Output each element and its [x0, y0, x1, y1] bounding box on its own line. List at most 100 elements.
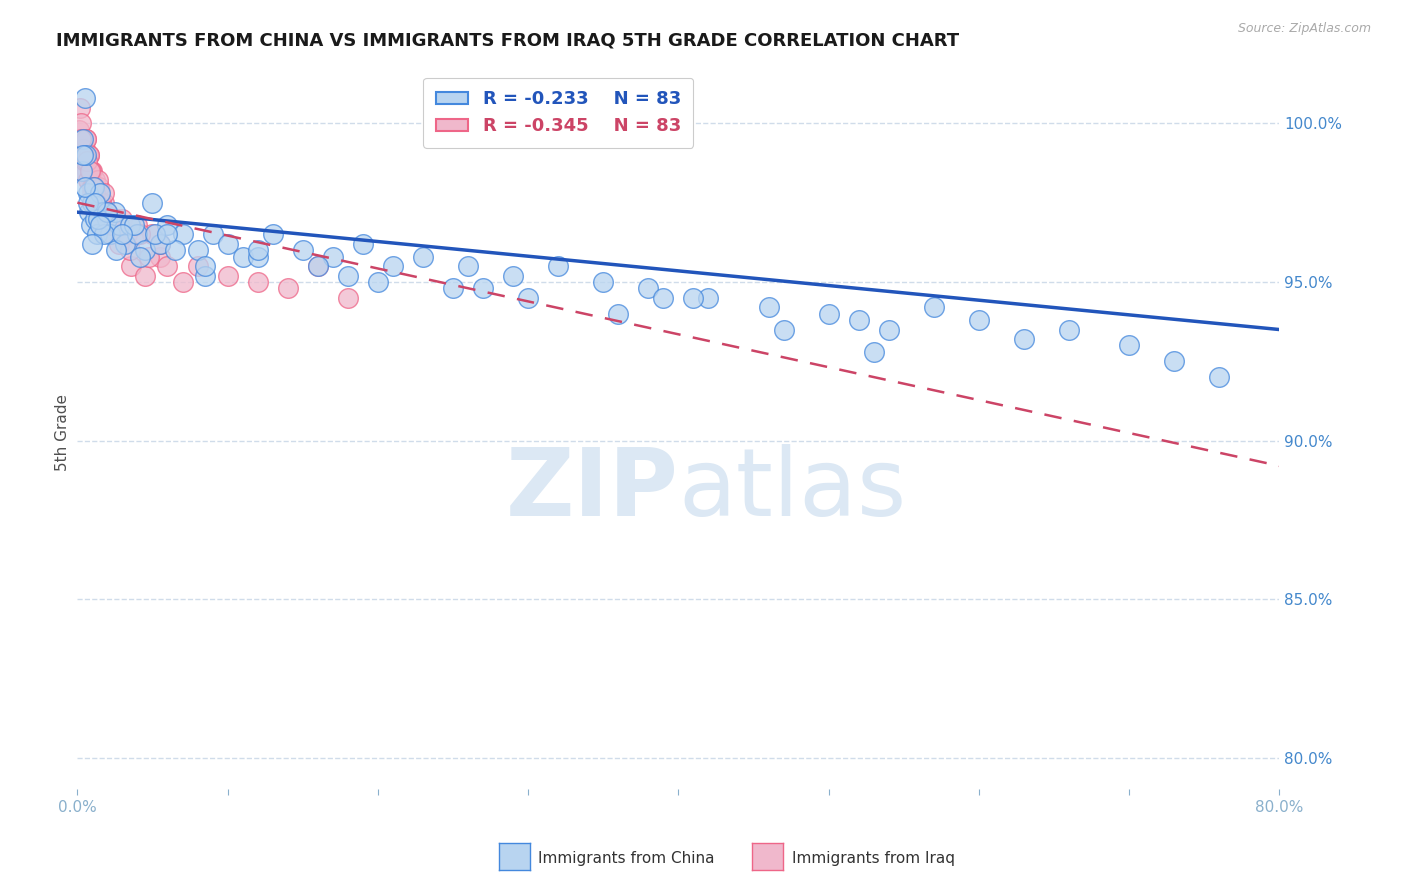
- Point: [82, 179, 104, 194]
- Point: [82, 195, 104, 210]
- Point: [103, 227, 125, 242]
- Point: [84, 211, 107, 226]
- Point: [73, 142, 96, 156]
- Point: [114, 236, 136, 251]
- Point: [111, 227, 134, 242]
- Point: [83, 179, 105, 194]
- Point: [72, 132, 94, 146]
- Point: [246, 275, 269, 289]
- Point: [84, 173, 107, 187]
- Point: [172, 275, 194, 289]
- Point: [124, 218, 146, 232]
- Point: [79, 164, 101, 178]
- Point: [70, 164, 93, 178]
- Point: [472, 281, 495, 295]
- Point: [291, 244, 314, 258]
- Point: [307, 259, 329, 273]
- Point: [307, 259, 329, 273]
- Point: [76, 186, 98, 201]
- Point: [336, 291, 359, 305]
- Point: [848, 313, 870, 327]
- Point: [76, 195, 98, 210]
- Point: [104, 205, 127, 219]
- Point: [90, 195, 112, 210]
- Point: [277, 281, 299, 295]
- Point: [141, 227, 163, 242]
- Point: [201, 227, 224, 242]
- Point: [91, 211, 114, 226]
- Point: [76, 173, 98, 187]
- Point: [118, 244, 141, 258]
- Point: [138, 250, 160, 264]
- Point: [75, 132, 97, 146]
- Point: [87, 179, 110, 194]
- Point: [367, 275, 389, 289]
- Point: [607, 307, 630, 321]
- Point: [108, 218, 131, 232]
- Point: [83, 179, 105, 194]
- Point: [149, 236, 172, 251]
- Point: [441, 281, 464, 295]
- Point: [79, 164, 101, 178]
- Point: [76, 148, 98, 162]
- Point: [1012, 332, 1035, 346]
- Point: [84, 195, 107, 210]
- Point: [547, 259, 569, 273]
- Point: [80, 173, 103, 187]
- Point: [84, 195, 107, 210]
- Point: [163, 244, 186, 258]
- Point: [93, 227, 115, 242]
- Point: [90, 195, 112, 210]
- Point: [457, 259, 479, 273]
- Point: [141, 195, 163, 210]
- Point: [70, 132, 93, 146]
- Legend: R = -0.233    N = 83, R = -0.345    N = 83: R = -0.233 N = 83, R = -0.345 N = 83: [423, 78, 693, 148]
- Point: [73, 91, 96, 105]
- Point: [72, 148, 94, 162]
- Point: [105, 211, 128, 226]
- Point: [80, 218, 103, 232]
- Point: [96, 205, 118, 219]
- Point: [69, 142, 91, 156]
- Point: [187, 244, 209, 258]
- Point: [156, 218, 179, 232]
- Point: [877, 322, 900, 336]
- Point: [89, 205, 111, 219]
- Point: [76, 154, 98, 169]
- Point: [682, 291, 704, 305]
- Point: [82, 164, 104, 178]
- Point: [172, 227, 194, 242]
- Point: [134, 268, 156, 283]
- Point: [79, 205, 101, 219]
- Point: [100, 227, 122, 242]
- Point: [93, 186, 115, 201]
- Point: [127, 218, 149, 232]
- Point: [111, 211, 134, 226]
- Point: [75, 132, 97, 146]
- Point: [72, 148, 94, 162]
- Point: [217, 236, 239, 251]
- Point: [70, 164, 93, 178]
- Point: [336, 268, 359, 283]
- Point: [91, 205, 114, 219]
- Point: [149, 250, 172, 264]
- Point: [69, 148, 91, 162]
- Point: [79, 148, 101, 162]
- Point: [772, 322, 794, 336]
- Point: [73, 164, 96, 178]
- Point: [93, 195, 115, 210]
- Text: Immigrants from China: Immigrants from China: [538, 851, 716, 865]
- Point: [96, 211, 118, 226]
- Point: [134, 244, 156, 258]
- Point: [187, 259, 209, 273]
- Point: [232, 250, 254, 264]
- Point: [87, 195, 110, 210]
- Point: [517, 291, 540, 305]
- Point: [82, 236, 104, 251]
- Point: [100, 211, 122, 226]
- Point: [381, 259, 404, 273]
- Point: [246, 244, 269, 258]
- Point: [72, 142, 94, 156]
- Point: [79, 148, 101, 162]
- Point: [73, 148, 96, 162]
